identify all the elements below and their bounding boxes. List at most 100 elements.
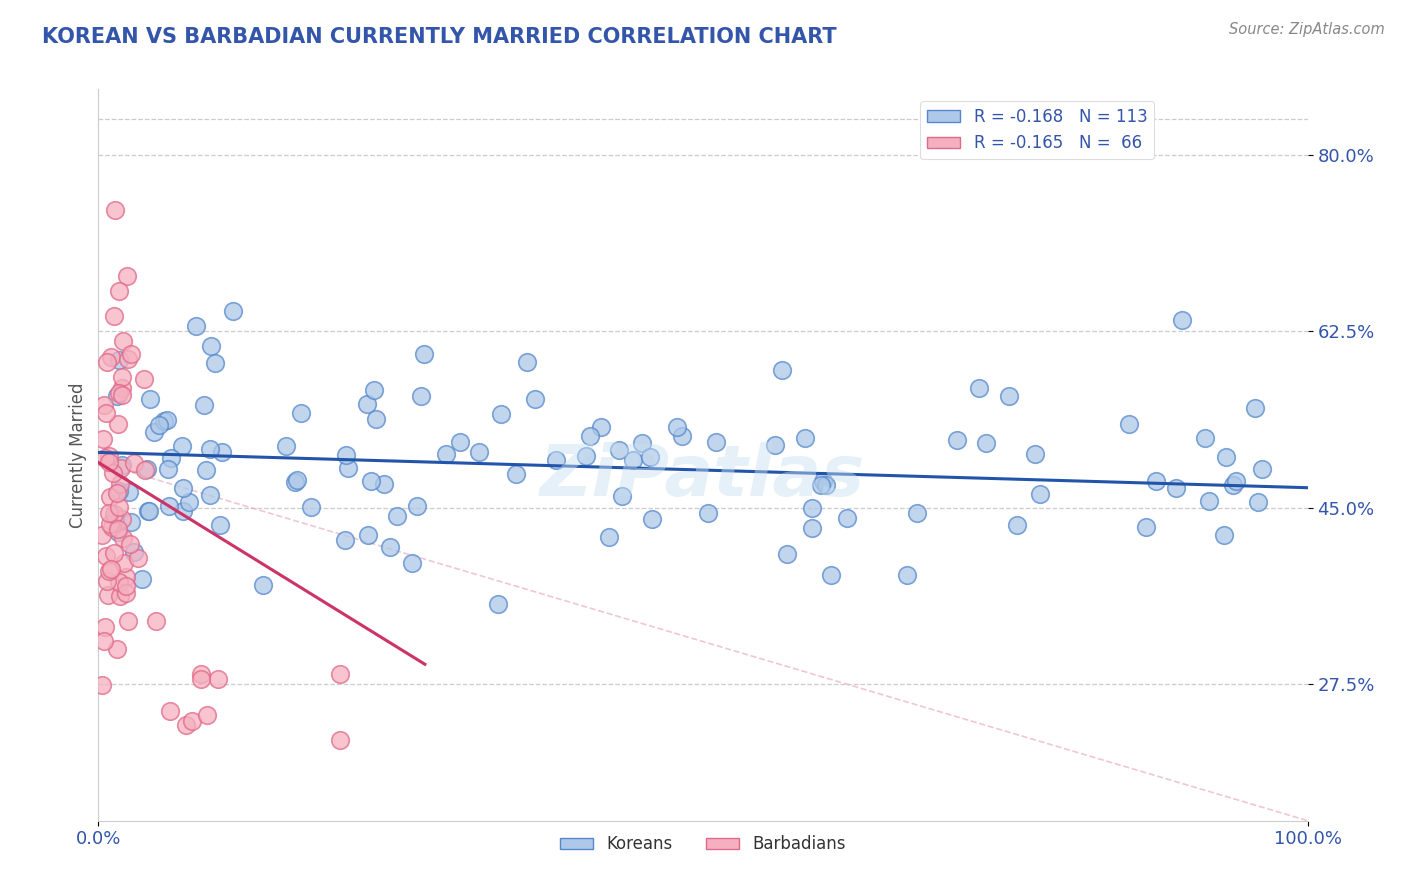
Point (104, 203, 127, 218)
Point (111, 334, 134, 349)
Point (335, 533, 357, 548)
Point (136, 504, 159, 518)
Point (467, 444, 489, 458)
Point (356, 396, 378, 410)
Point (666, 419, 689, 434)
Point (96, 574, 118, 589)
Point (335, 448, 357, 462)
Point (1194, 431, 1216, 445)
Point (776, 547, 799, 561)
Point (91, 678, 114, 692)
Point (108, 484, 131, 499)
Point (127, 551, 149, 566)
Point (194, 463, 217, 477)
Point (98, 564, 121, 578)
Point (100, 350, 122, 364)
Point (108, 385, 131, 400)
Point (299, 500, 322, 515)
Point (1215, 450, 1237, 464)
Point (120, 515, 142, 529)
Point (105, 485, 128, 500)
Point (793, 431, 815, 445)
Point (1247, 495, 1270, 509)
Point (145, 615, 167, 629)
Point (820, 568, 842, 582)
Point (159, 450, 181, 465)
Point (91, 528, 114, 542)
Point (111, 370, 134, 384)
Point (763, 438, 786, 452)
Point (198, 488, 221, 502)
Point (449, 434, 471, 449)
Point (96, 549, 118, 563)
Point (112, 532, 135, 546)
Point (190, 672, 212, 686)
Point (184, 319, 207, 334)
Legend: Koreans, Barbadians: Koreans, Barbadians (553, 829, 853, 860)
Point (107, 522, 129, 536)
Point (337, 461, 360, 475)
Point (204, 356, 226, 370)
Text: KOREAN VS BARBADIAN CURRENTLY MARRIED CORRELATION CHART: KOREAN VS BARBADIAN CURRENTLY MARRIED CO… (42, 27, 837, 46)
Point (589, 419, 612, 434)
Point (108, 477, 131, 491)
Point (211, 445, 233, 459)
Point (1222, 477, 1244, 491)
Point (1213, 528, 1236, 542)
Point (378, 540, 401, 554)
Point (1024, 447, 1046, 461)
Point (489, 407, 512, 421)
Point (172, 439, 194, 453)
Point (607, 443, 630, 458)
Point (100, 561, 122, 575)
Point (815, 478, 838, 492)
Point (610, 489, 633, 503)
Point (120, 347, 142, 361)
Point (110, 461, 132, 475)
Point (152, 414, 174, 428)
Point (98, 455, 121, 469)
Point (641, 511, 664, 525)
Point (122, 456, 145, 470)
Point (207, 673, 229, 687)
Point (122, 545, 145, 559)
Point (363, 383, 385, 397)
Point (97, 588, 120, 602)
Point (284, 475, 307, 490)
Point (697, 506, 720, 520)
Point (111, 458, 134, 473)
Point (252, 577, 274, 591)
Point (98, 516, 121, 531)
Point (1251, 462, 1274, 476)
Point (406, 499, 429, 513)
Point (135, 462, 157, 476)
Point (159, 499, 181, 513)
Point (801, 521, 824, 535)
Point (91, 432, 114, 446)
Point (100, 490, 122, 504)
Point (190, 667, 212, 681)
Point (117, 352, 139, 367)
Point (329, 733, 352, 747)
Point (139, 392, 162, 406)
Point (115, 586, 138, 600)
Point (193, 398, 215, 412)
Point (111, 388, 134, 402)
Point (105, 642, 128, 657)
Point (107, 417, 129, 431)
Point (222, 304, 245, 318)
Point (704, 434, 727, 449)
Point (120, 536, 142, 550)
Point (1005, 517, 1028, 532)
Point (174, 718, 197, 732)
Point (946, 434, 969, 448)
Point (112, 556, 135, 570)
Point (94, 620, 117, 634)
Point (800, 500, 823, 515)
Point (974, 436, 997, 450)
Point (578, 429, 600, 443)
Point (181, 714, 204, 728)
Point (373, 477, 395, 491)
Point (142, 425, 165, 440)
Point (134, 372, 156, 386)
